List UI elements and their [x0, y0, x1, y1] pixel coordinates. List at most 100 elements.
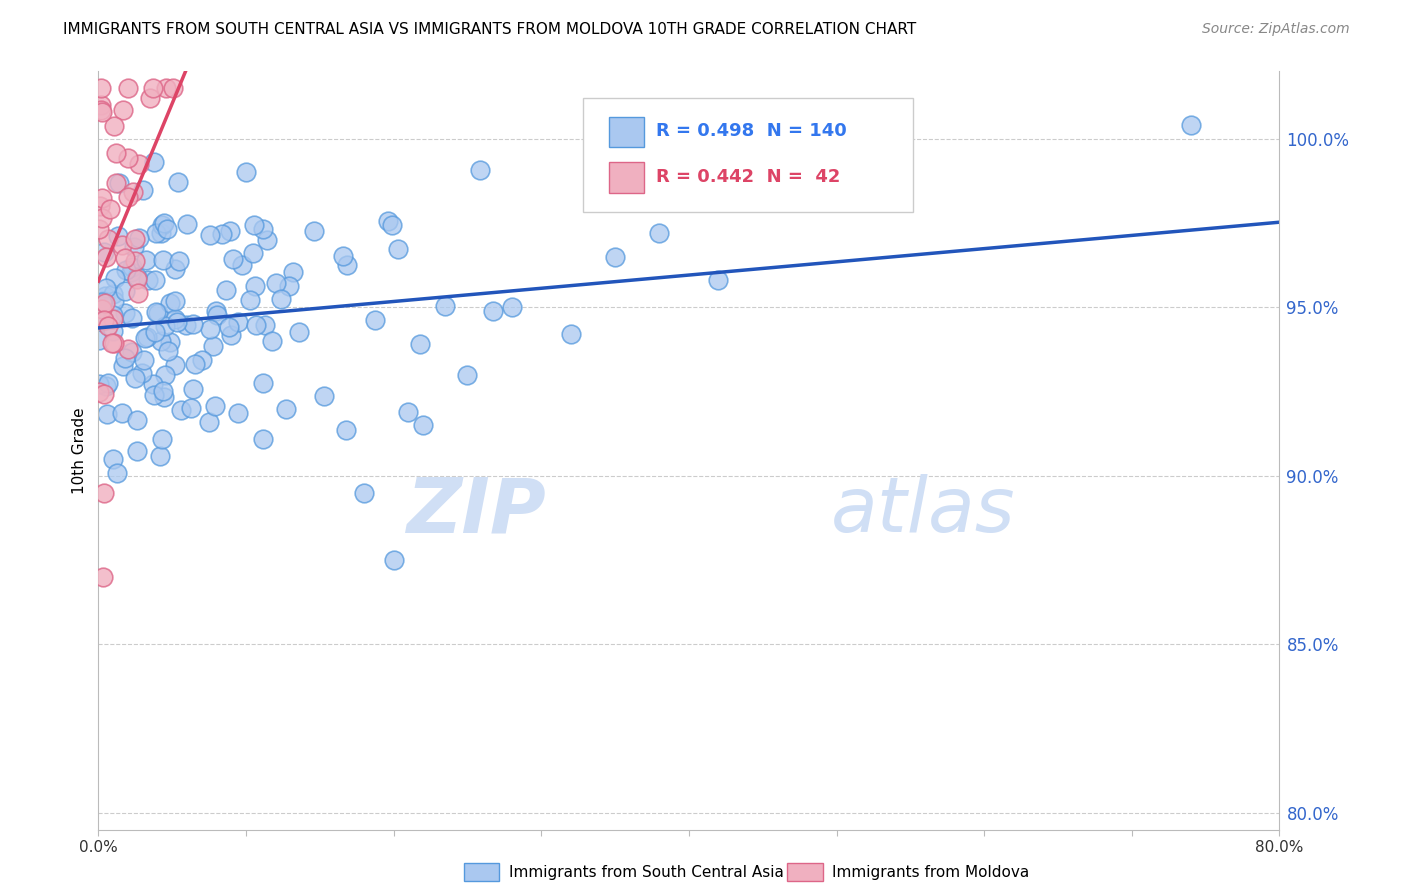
Point — [98, 202, 121, 216]
Point — [101, 452, 124, 467]
Point — [336, 258, 359, 272]
Point — [139, 91, 162, 105]
Point — [150, 432, 173, 446]
Point — [91, 294, 114, 309]
Point — [167, 254, 190, 268]
Point — [90, 81, 112, 95]
Point — [377, 213, 399, 227]
Point — [91, 295, 114, 310]
Point — [605, 250, 627, 264]
Point — [115, 263, 138, 277]
Text: R = 0.442  N =  42: R = 0.442 N = 42 — [655, 168, 841, 186]
Point — [114, 251, 136, 265]
Point — [211, 227, 233, 242]
Point — [135, 330, 157, 344]
Point — [149, 334, 172, 349]
Point — [242, 246, 264, 260]
Point — [152, 390, 174, 404]
Point — [288, 325, 311, 339]
Point — [381, 218, 404, 232]
Point — [470, 163, 492, 178]
Point — [180, 401, 202, 415]
Text: Source: ZipAtlas.com: Source: ZipAtlas.com — [1202, 22, 1350, 37]
Point — [89, 199, 111, 213]
Text: atlas: atlas — [831, 475, 1015, 548]
Point — [243, 279, 266, 293]
Point — [132, 352, 155, 367]
Point — [149, 227, 172, 241]
Point — [155, 368, 177, 382]
Point — [121, 260, 143, 275]
Point — [332, 249, 354, 263]
Point — [215, 283, 238, 297]
Point — [201, 339, 224, 353]
Point — [153, 319, 176, 334]
Point — [93, 313, 115, 327]
Point — [222, 252, 245, 267]
Point — [125, 413, 148, 427]
Point — [97, 376, 120, 391]
Point — [104, 177, 127, 191]
Point — [235, 165, 257, 179]
Point — [90, 301, 112, 315]
Point — [228, 314, 250, 328]
Point — [117, 152, 139, 166]
Point — [205, 309, 228, 323]
Point — [91, 570, 114, 584]
Point — [163, 262, 186, 277]
Point — [111, 406, 134, 420]
Point — [253, 318, 276, 332]
Point — [127, 272, 149, 286]
Point — [226, 406, 249, 420]
Point — [252, 376, 274, 390]
Point — [143, 325, 166, 339]
Point — [145, 305, 167, 319]
Point — [204, 399, 226, 413]
Point — [198, 415, 221, 429]
Point — [142, 377, 165, 392]
Point — [103, 294, 125, 309]
Point — [276, 401, 298, 416]
Point — [93, 485, 115, 500]
Point — [707, 273, 730, 287]
Point — [114, 351, 136, 366]
Point — [117, 342, 139, 356]
Point — [91, 104, 114, 119]
Point — [145, 226, 167, 240]
Point — [112, 359, 135, 373]
Point — [387, 242, 409, 256]
Point — [96, 407, 118, 421]
Point — [396, 405, 419, 419]
Point — [176, 217, 198, 231]
Point — [114, 284, 136, 298]
Point — [103, 335, 125, 350]
Point — [163, 294, 186, 309]
Point — [231, 258, 253, 272]
Point — [127, 285, 149, 300]
Point — [283, 264, 305, 278]
Point — [143, 273, 166, 287]
Point — [142, 388, 165, 402]
Point — [90, 103, 112, 117]
Point — [97, 319, 120, 334]
Point — [353, 485, 375, 500]
Point — [87, 222, 110, 236]
Point — [481, 304, 503, 318]
Point — [166, 315, 188, 329]
Point — [159, 296, 181, 310]
Point — [181, 382, 204, 396]
Point — [105, 467, 128, 481]
Point — [153, 216, 176, 230]
Point — [412, 418, 434, 433]
Point — [335, 423, 357, 437]
Point — [87, 377, 110, 392]
Point — [94, 281, 117, 295]
Point — [239, 293, 262, 307]
Point — [184, 357, 207, 371]
Point — [94, 289, 117, 303]
Point — [124, 253, 146, 268]
Point — [121, 344, 143, 359]
Point — [111, 238, 134, 252]
Point — [152, 384, 174, 399]
Point — [501, 300, 523, 314]
